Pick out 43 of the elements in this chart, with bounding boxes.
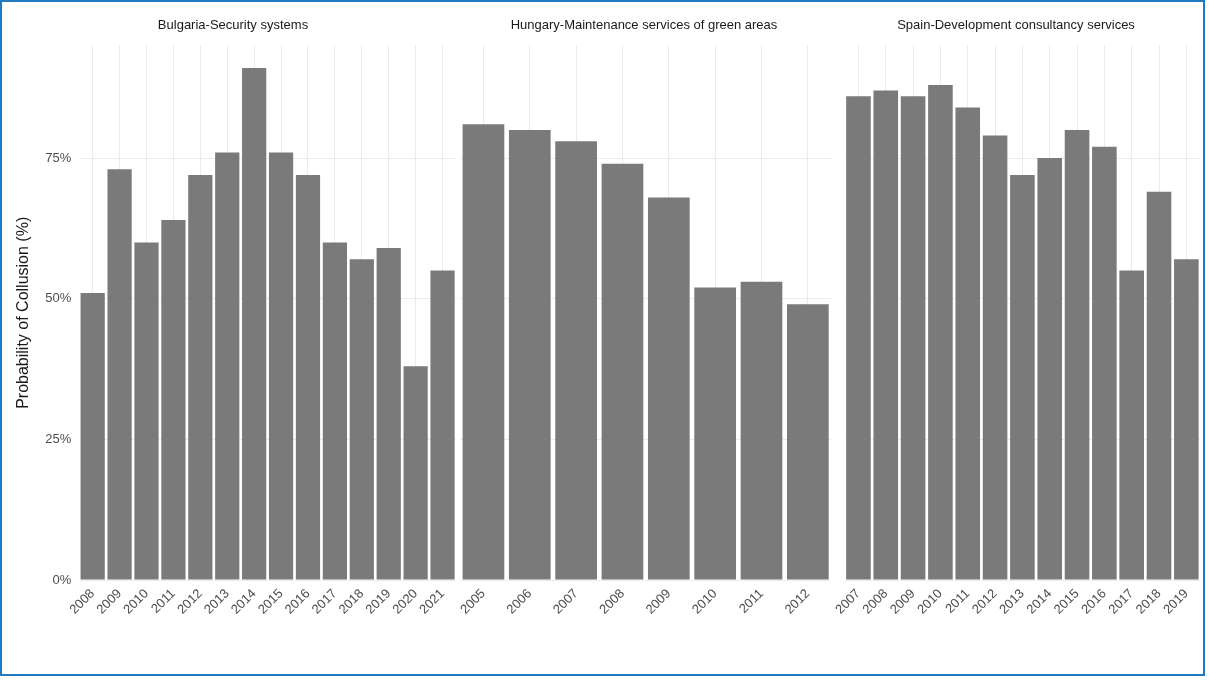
bar — [134, 242, 159, 580]
bar — [1064, 129, 1090, 580]
bar — [107, 169, 132, 580]
bar — [900, 96, 926, 580]
bar — [1037, 158, 1063, 580]
bar — [188, 174, 213, 580]
bar — [555, 141, 597, 580]
chart-title: Spain-Development consultancy services — [897, 17, 1136, 33]
bar — [740, 281, 783, 580]
bar — [322, 242, 347, 580]
bar — [786, 304, 829, 580]
bar — [1174, 259, 1199, 580]
bar — [403, 366, 428, 580]
bar — [268, 152, 294, 580]
bar — [846, 96, 871, 580]
chart-title: Hungary-Maintenance services of green areas — [510, 17, 778, 33]
bar — [1092, 146, 1117, 580]
bar — [1010, 174, 1035, 580]
bar — [376, 248, 401, 580]
bar — [161, 219, 186, 580]
bar — [955, 107, 981, 580]
bar — [694, 287, 736, 580]
bar — [1146, 191, 1172, 580]
chart-title: Bulgaria-Security systems — [157, 17, 309, 33]
bar — [1119, 270, 1144, 580]
bar — [508, 129, 551, 580]
bar — [462, 124, 505, 580]
y-tick-label: 0% — [52, 571, 72, 587]
bar — [982, 135, 1008, 580]
y-tick-label: 50% — [45, 290, 72, 306]
bar — [242, 68, 267, 580]
bar — [430, 270, 455, 580]
bar — [295, 174, 321, 580]
bar — [873, 90, 899, 580]
y-tick-label: 25% — [45, 430, 72, 446]
bar — [928, 84, 953, 580]
bar — [647, 197, 690, 580]
y-tick-label: 75% — [45, 149, 72, 165]
bar — [80, 293, 105, 580]
bar — [601, 163, 644, 580]
bar — [215, 152, 240, 580]
y-axis-title: Probability of Collusion (%) — [14, 216, 32, 409]
bar — [349, 259, 374, 580]
